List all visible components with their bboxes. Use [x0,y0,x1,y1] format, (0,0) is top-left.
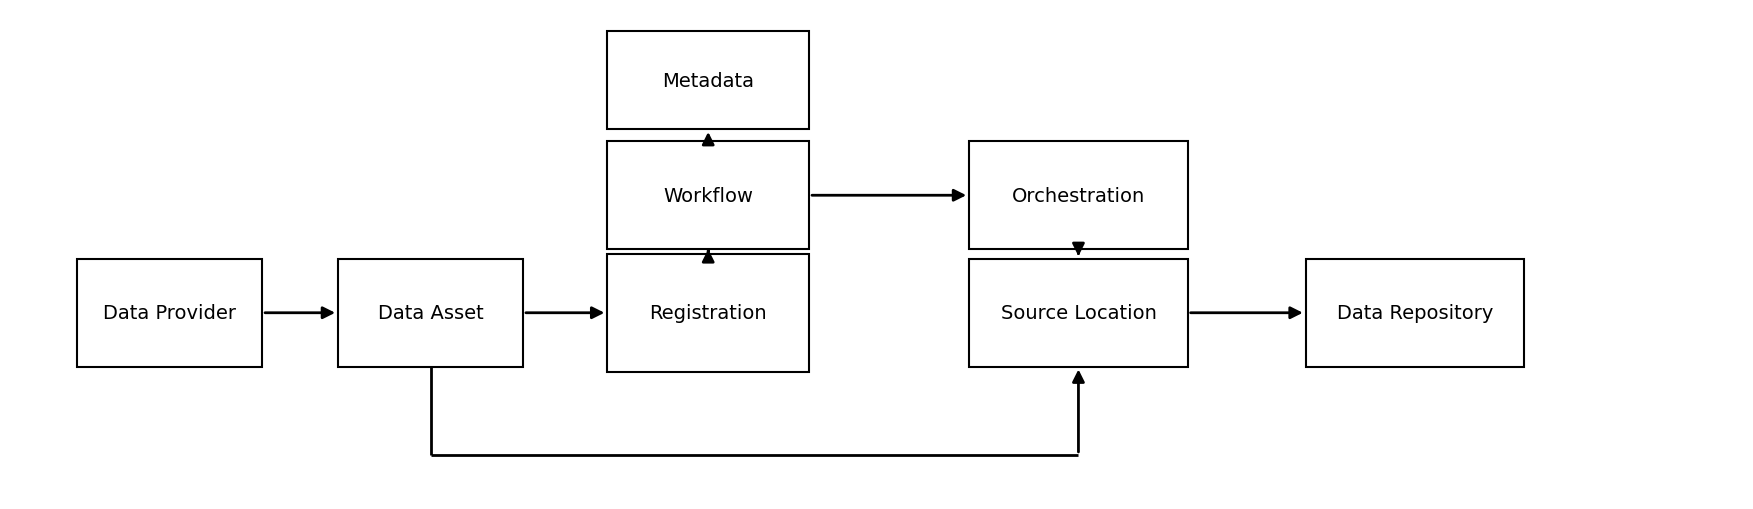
Bar [607,142,810,249]
Text: Orchestration: Orchestration [1011,186,1145,205]
Bar [607,254,810,372]
Text: Data Repository: Data Repository [1338,304,1494,323]
Bar [607,32,810,130]
Bar [338,260,522,367]
Text: Registration: Registration [649,304,768,323]
Bar [77,260,263,367]
Text: Source Location: Source Location [1001,304,1157,323]
Bar [1306,260,1525,367]
Text: Data Provider: Data Provider [103,304,237,323]
Text: Data Asset: Data Asset [377,304,484,323]
Bar [969,260,1189,367]
Bar [969,142,1189,249]
Text: Workflow: Workflow [663,186,754,205]
Text: Metadata: Metadata [663,72,754,91]
